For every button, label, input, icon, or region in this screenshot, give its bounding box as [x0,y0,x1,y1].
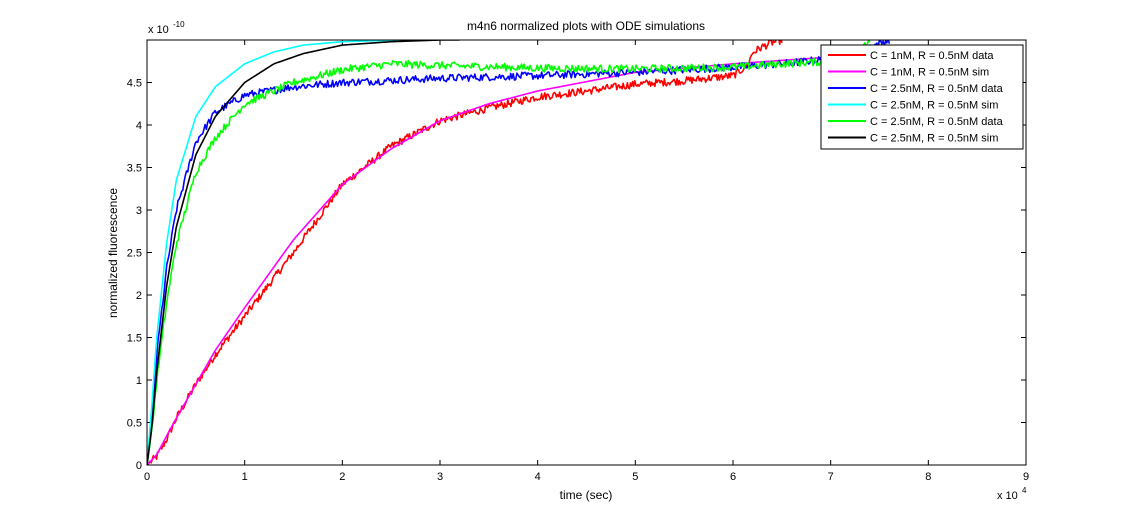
x-tick-label: 0 [144,471,150,483]
y-tick-label: 1 [136,375,142,387]
y-tick-label: 0.5 [127,418,142,430]
x-tick-label: 1 [242,471,248,483]
y-tick-label: 1.5 [127,333,142,345]
x-tick-label: 2 [339,471,345,483]
x-tick-label: 5 [632,471,638,483]
series-line-3 [147,40,891,465]
series-line-4 [147,40,401,465]
legend-entry-label: C = 2.5nM, R = 0.5nM data [870,83,1004,95]
x-tick-label: 3 [437,471,443,483]
x-tick-label: 7 [828,471,834,483]
x-axis-ticks: 0 1 2 3 4 5 6 7 8 9 [144,40,1029,483]
legend-entry-label: C = 2.5nM, R = 0.5nM sim [870,100,998,112]
y-multiplier-base: x 10 [148,24,169,36]
legend-entry-label: C = 2.5nM, R = 0.5nM data [870,116,1004,128]
x-tick-label: 9 [1023,471,1029,483]
y-axis-label: normalized fluorescence [106,188,120,318]
x-tick-label: 4 [535,471,541,483]
y-multiplier-exponent: -10 [173,20,185,29]
y-tick-label: 2 [136,290,142,302]
x-axis-multiplier: x 10 4 [997,486,1027,502]
legend-entry-label: C = 1nM, R = 0.5nM sim [870,67,989,79]
y-tick-label: 3.5 [127,163,142,175]
x-tick-label: 8 [925,471,931,483]
plot-frame [146,39,1027,466]
y-tick-label: 2.5 [127,248,142,260]
series-line-1 [147,40,783,465]
x-tick-label: 6 [730,471,736,483]
legend: C = 1nM, R = 0.5nM data C = 1nM, R = 0.5n… [820,44,1024,150]
x-multiplier-exponent: 4 [1022,486,1027,495]
series-line-5 [147,40,871,465]
chart-title: m4n6 normalized plots with ODE simulatio… [467,19,705,33]
x-axis-label: time (sec) [560,488,613,502]
legend-box [820,44,1024,150]
y-tick-label: 3 [136,205,142,217]
series-line-6 [147,40,460,465]
y-tick-label: 4 [136,120,142,132]
y-tick-label: 4.5 [127,78,142,90]
legend-entry-label: C = 2.5nM, R = 0.5nM sim [870,133,998,145]
legend-entry-label: C = 1nM, R = 0.5nM data [870,50,994,62]
x-multiplier-base: x 10 [997,490,1018,502]
y-tick-label: 0 [136,460,142,472]
y-axis-ticks: 0 0.5 1 1.5 2 2.5 3 3.5 4 4.5 [127,78,1026,472]
y-axis-multiplier: x 10 -10 [148,20,185,36]
